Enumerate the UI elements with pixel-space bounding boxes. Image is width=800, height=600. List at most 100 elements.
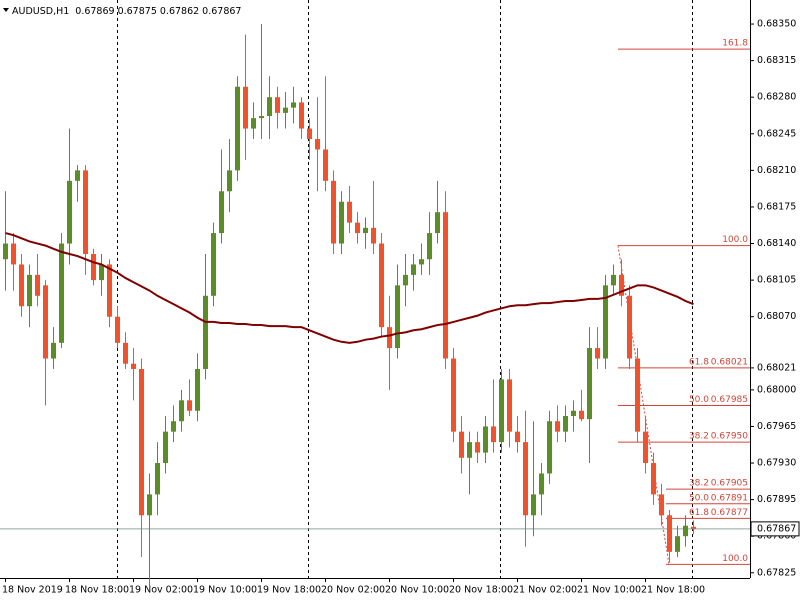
candle-body <box>419 259 424 265</box>
fib-level-name: 100.0 <box>722 235 748 245</box>
fib-price-label: 0.67905 <box>711 479 748 489</box>
candle-body <box>59 243 64 343</box>
candle-body <box>275 97 280 113</box>
candle-body <box>523 442 528 516</box>
candle-body <box>139 368 144 516</box>
candle-body <box>19 264 24 307</box>
x-tick-label: 21 Nov 18:00 <box>641 585 705 596</box>
candle-body <box>83 170 88 254</box>
candle-body <box>291 102 296 108</box>
fib-level-name: 38.2 <box>689 432 709 442</box>
candle-body <box>467 442 472 458</box>
candle-body <box>331 180 336 244</box>
y-tick-label: 0.68315 <box>757 55 796 66</box>
y-tick-label: 0.67825 <box>757 567 796 578</box>
candle-body <box>667 515 672 552</box>
candle-body <box>363 227 368 234</box>
candle-body <box>395 285 400 349</box>
candle-body <box>283 107 288 113</box>
candle-body <box>3 243 8 260</box>
candle-body <box>251 118 256 129</box>
x-tick-label: 21 Nov 10:00 <box>577 585 641 596</box>
candle-body <box>595 348 600 359</box>
candle-body <box>475 442 480 453</box>
x-tick-label: 20 Nov 10:00 <box>385 585 449 596</box>
close: 0.67867 <box>202 6 241 17</box>
fib-level-name: 61.8 <box>689 508 709 518</box>
y-tick-label: 0.68210 <box>757 165 796 176</box>
candle-body <box>243 86 248 129</box>
candle-body <box>651 463 656 495</box>
y-tick-label: 0.67895 <box>757 494 796 505</box>
candle-body <box>315 139 320 150</box>
candle-body <box>483 426 488 453</box>
candle-body <box>267 97 272 117</box>
candle-body <box>307 128 312 140</box>
y-tick-label: 0.68245 <box>757 128 796 139</box>
candle-body <box>643 431 648 464</box>
chart-header: AUDUSD,H1 0.67869 0.67875 0.67862 0.67867 <box>12 6 241 17</box>
y-tick-label: 0.68105 <box>757 275 796 286</box>
candle-body <box>75 170 80 181</box>
candle-body <box>339 201 344 244</box>
candle-body <box>683 525 688 537</box>
fib-price-label: 0.67985 <box>711 395 748 405</box>
fib-level-name: 61.8 <box>689 357 709 367</box>
x-tick-label: 18 Nov 18:00 <box>65 585 129 596</box>
candle-body <box>387 327 392 349</box>
candle-body <box>555 421 560 432</box>
candle-body <box>563 415 568 432</box>
candle-body <box>259 116 264 119</box>
candle-body <box>371 227 376 244</box>
candle-body <box>99 264 104 281</box>
candle-body <box>131 363 136 369</box>
candle-body <box>659 494 664 516</box>
y-tick-label: 0.68140 <box>757 238 796 249</box>
candle-body <box>179 400 184 422</box>
y-tick-label: 0.68350 <box>757 19 796 30</box>
candle-body <box>539 473 544 495</box>
fib-level-name: 38.2 <box>689 479 709 489</box>
x-tick-label: 19 Nov 18:00 <box>257 585 321 596</box>
candle-body <box>67 180 72 244</box>
x-tick-label: 18 Nov 2019 <box>2 585 63 596</box>
candle-body <box>491 426 496 443</box>
candle-body <box>635 358 640 432</box>
fib-price-label: 0.68021 <box>711 357 748 367</box>
candle-body <box>43 285 48 359</box>
candle-body <box>579 410 584 420</box>
fib-level-name: 161.8 <box>722 39 748 49</box>
y-tick-label: 0.68070 <box>757 311 796 322</box>
y-tick-label: 0.68021 <box>757 362 796 373</box>
price-box-label: 0.67867 <box>757 523 796 534</box>
y-tick-label: 0.68280 <box>757 92 796 103</box>
fib-level-name: 50.0 <box>689 493 709 503</box>
fib-price-label: 0.67891 <box>711 493 748 503</box>
price-box <box>750 521 800 537</box>
y-tick-label: 0.68175 <box>757 201 796 212</box>
y-tick-label: 0.67930 <box>757 458 796 469</box>
candle-body <box>155 463 160 495</box>
candle-body <box>115 316 120 343</box>
candle-body <box>187 400 192 411</box>
candle-body <box>627 295 632 359</box>
candle-body <box>91 253 96 281</box>
candle-body <box>299 102 304 129</box>
low: 0.67862 <box>160 6 199 17</box>
x-tick-label: 20 Nov 18:00 <box>449 585 513 596</box>
candle-body <box>571 410 576 416</box>
x-tick-label: 19 Nov 02:00 <box>129 585 193 596</box>
candle-body <box>235 86 240 171</box>
candle-body <box>123 342 128 364</box>
day-separators <box>117 0 693 578</box>
fib-level-name: 50.0 <box>689 395 709 405</box>
fib-price-label: 0.67950 <box>711 432 748 442</box>
fib-price-label: 0.67877 <box>711 508 748 518</box>
candle-body <box>147 494 152 516</box>
candle-body <box>379 243 384 328</box>
candle-body <box>459 431 464 458</box>
candle-body <box>203 295 208 369</box>
candle-body <box>107 264 112 317</box>
candle-body <box>35 274 40 296</box>
